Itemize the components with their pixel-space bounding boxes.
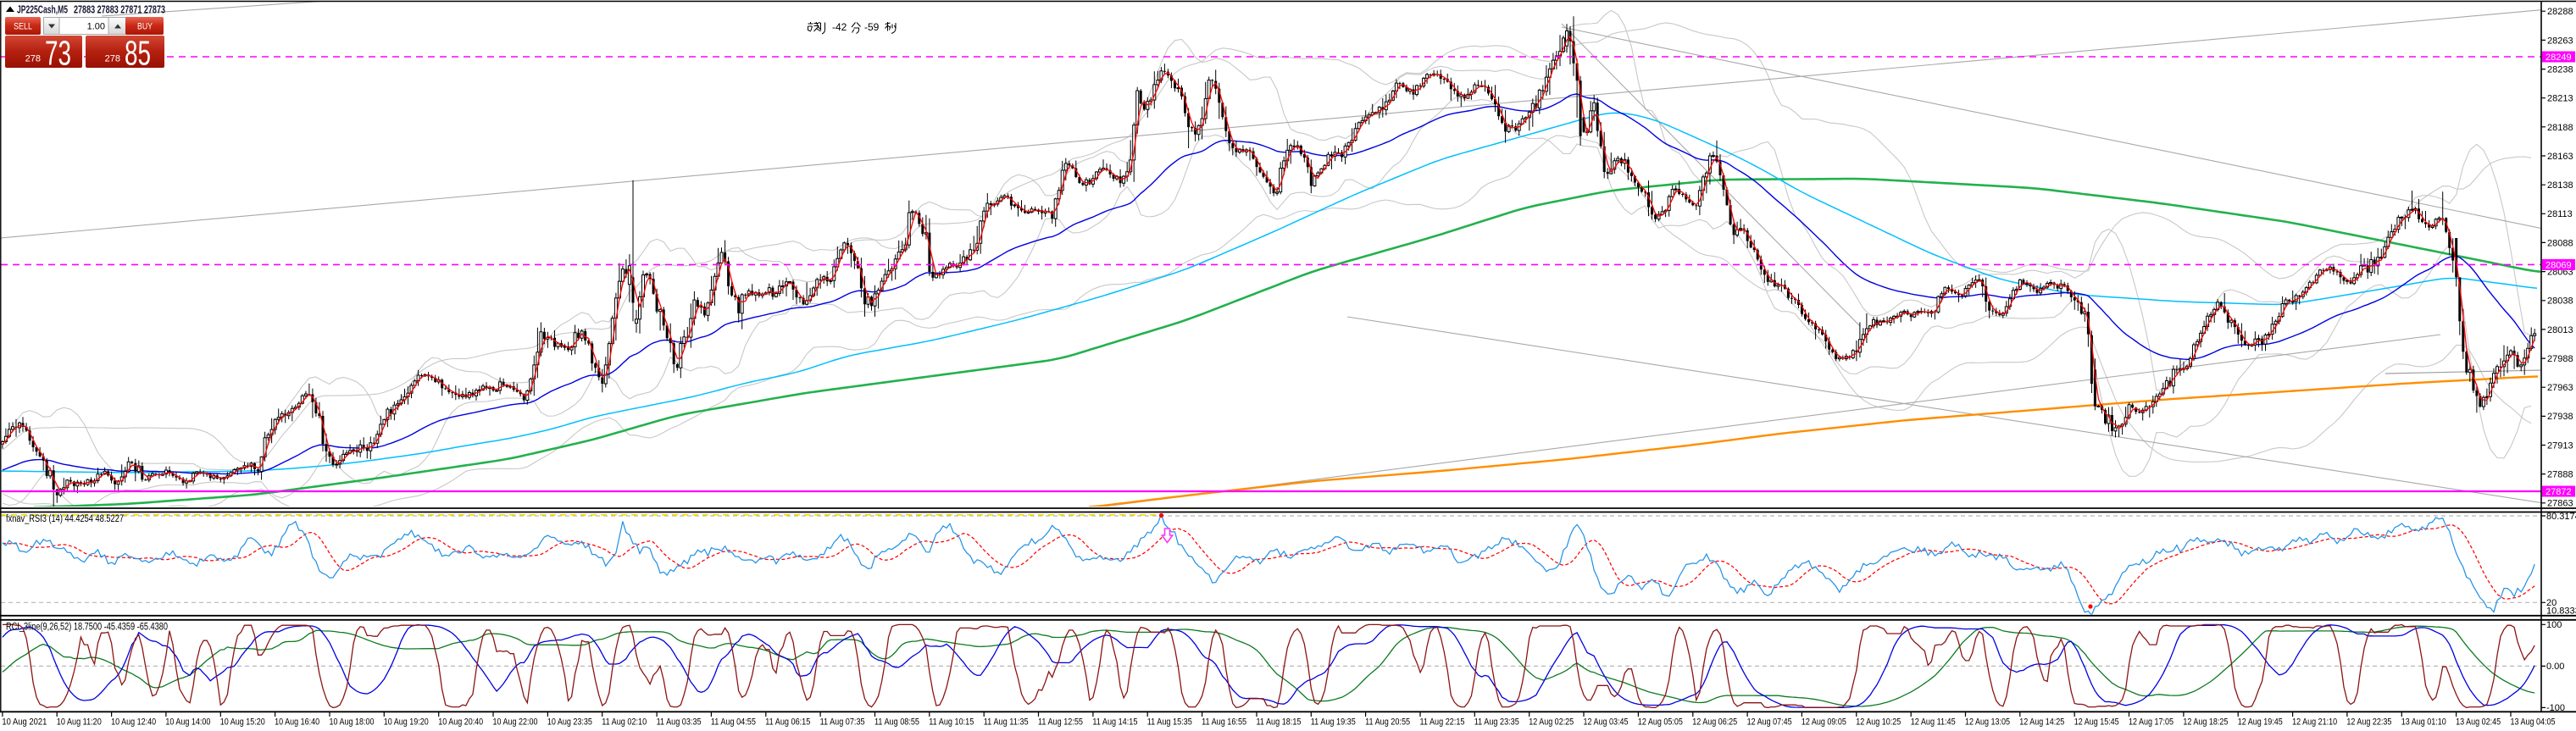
svg-text:27888: 27888 xyxy=(2547,470,2573,480)
svg-text:11 Aug 10:15: 11 Aug 10:15 xyxy=(929,717,974,728)
svg-text:278: 278 xyxy=(105,54,120,64)
svg-text:12 Aug 06:25: 12 Aug 06:25 xyxy=(1692,717,1737,728)
svg-text:SELL: SELL xyxy=(14,22,32,32)
svg-text:10 Aug 23:35: 10 Aug 23:35 xyxy=(547,717,592,728)
svg-text:10 Aug 20:40: 10 Aug 20:40 xyxy=(438,717,483,728)
svg-text:28038: 28038 xyxy=(2547,296,2573,307)
svg-text:28013: 28013 xyxy=(2547,325,2573,335)
svg-text:-59: -59 xyxy=(864,21,880,33)
svg-text:0.00: 0.00 xyxy=(2546,662,2564,672)
svg-text:11 Aug 16:55: 11 Aug 16:55 xyxy=(1202,717,1246,728)
svg-text:27863: 27863 xyxy=(2547,499,2573,509)
svg-text:10 Aug 12:40: 10 Aug 12:40 xyxy=(111,717,156,728)
svg-text:100: 100 xyxy=(2546,620,2562,630)
svg-text:10 Aug 15:20: 10 Aug 15:20 xyxy=(220,717,265,728)
svg-text:10.8333: 10.8333 xyxy=(2546,606,2576,616)
svg-text:JP225Cash,M5: JP225Cash,M5 xyxy=(17,4,68,16)
svg-text:10 Aug 16:40: 10 Aug 16:40 xyxy=(275,717,319,728)
svg-text:-100: -100 xyxy=(2546,703,2565,713)
svg-text:73: 73 xyxy=(45,34,71,73)
svg-text:12 Aug 09:05: 12 Aug 09:05 xyxy=(1802,717,1846,728)
svg-text:12 Aug 14:25: 12 Aug 14:25 xyxy=(2019,717,2064,728)
svg-text:28113: 28113 xyxy=(2547,209,2573,219)
svg-text:11 Aug 15:35: 11 Aug 15:35 xyxy=(1147,717,1192,728)
svg-text:12 Aug 03:45: 12 Aug 03:45 xyxy=(1584,717,1629,728)
svg-text:11 Aug 23:35: 11 Aug 23:35 xyxy=(1474,717,1519,728)
svg-text:11 Aug 02:10: 11 Aug 02:10 xyxy=(602,717,647,728)
svg-text:27913: 27913 xyxy=(2547,440,2573,451)
svg-text:11 Aug 20:55: 11 Aug 20:55 xyxy=(1365,717,1410,728)
svg-text:12 Aug 05:05: 12 Aug 05:05 xyxy=(1638,717,1683,728)
svg-text:10 Aug 18:00: 10 Aug 18:00 xyxy=(330,717,375,728)
svg-text:28069: 28069 xyxy=(2545,261,2572,271)
svg-text:11 Aug 04:55: 11 Aug 04:55 xyxy=(711,717,756,728)
svg-text:12 Aug 02:25: 12 Aug 02:25 xyxy=(1529,717,1574,728)
svg-text:-42: -42 xyxy=(832,21,847,33)
svg-text:fxnav_RSI3 (14) 44.4254 48.522: fxnav_RSI3 (14) 44.4254 48.5227 xyxy=(6,514,124,524)
svg-text:10 Aug 11:20: 10 Aug 11:20 xyxy=(57,717,102,728)
svg-text:11 Aug 22:15: 11 Aug 22:15 xyxy=(1420,717,1465,728)
svg-text:12 Aug 17:05: 12 Aug 17:05 xyxy=(2129,717,2174,728)
svg-text:28213: 28213 xyxy=(2547,94,2573,104)
svg-text:12 Aug 10:25: 12 Aug 10:25 xyxy=(1856,717,1901,728)
svg-text:11 Aug 18:15: 11 Aug 18:15 xyxy=(1257,717,1302,728)
svg-text:28088: 28088 xyxy=(2547,238,2573,248)
svg-text:27938: 27938 xyxy=(2547,412,2573,422)
svg-text:10 Aug 2021: 10 Aug 2021 xyxy=(2,717,47,728)
svg-text:11 Aug 19:35: 11 Aug 19:35 xyxy=(1311,717,1356,728)
svg-text:13 Aug 04:05: 13 Aug 04:05 xyxy=(2511,717,2556,728)
svg-text:12 Aug 22:35: 12 Aug 22:35 xyxy=(2346,717,2391,728)
svg-text:27872: 27872 xyxy=(2545,487,2572,497)
svg-text:12 Aug 15:45: 12 Aug 15:45 xyxy=(2074,717,2119,728)
svg-text:11 Aug 06:15: 11 Aug 06:15 xyxy=(765,717,810,728)
svg-text:10 Aug 22:00: 10 Aug 22:00 xyxy=(493,717,538,728)
svg-text:80.3174: 80.3174 xyxy=(2546,512,2576,522)
svg-text:12 Aug 19:45: 12 Aug 19:45 xyxy=(2238,717,2283,728)
svg-text:11 Aug 11:35: 11 Aug 11:35 xyxy=(984,717,1029,728)
svg-text:28188: 28188 xyxy=(2547,123,2573,133)
svg-text:1.00: 1.00 xyxy=(87,22,105,32)
svg-text:28288: 28288 xyxy=(2547,7,2573,17)
svg-text:28263: 28263 xyxy=(2547,36,2573,46)
svg-text:11 Aug 03:35: 11 Aug 03:35 xyxy=(657,717,702,728)
svg-text:10 Aug 14:00: 10 Aug 14:00 xyxy=(165,717,210,728)
svg-text:12 Aug 21:10: 12 Aug 21:10 xyxy=(2292,717,2337,728)
svg-text:28138: 28138 xyxy=(2547,180,2573,191)
svg-text:12 Aug 18:25: 12 Aug 18:25 xyxy=(2183,717,2228,728)
svg-text:10 Aug 19:20: 10 Aug 19:20 xyxy=(384,717,429,728)
svg-text:28238: 28238 xyxy=(2547,65,2573,75)
svg-text:27963: 27963 xyxy=(2547,383,2573,393)
svg-text:28249: 28249 xyxy=(2545,53,2572,63)
svg-text:RCI_3line(9,26,52) 18.7500 -45: RCI_3line(9,26,52) 18.7500 -45.4359 -65.… xyxy=(6,623,168,633)
svg-text:11 Aug 14:15: 11 Aug 14:15 xyxy=(1092,717,1137,728)
svg-text:11 Aug 12:55: 11 Aug 12:55 xyxy=(1038,717,1083,728)
svg-text:11 Aug 08:55: 11 Aug 08:55 xyxy=(874,717,919,728)
svg-text:11 Aug 07:35: 11 Aug 07:35 xyxy=(820,717,865,728)
svg-text:85: 85 xyxy=(125,34,151,73)
svg-text:12 Aug 13:05: 12 Aug 13:05 xyxy=(1965,717,2010,728)
svg-text:13 Aug 02:45: 13 Aug 02:45 xyxy=(2456,717,2501,728)
svg-text:12 Aug 07:45: 12 Aug 07:45 xyxy=(1747,717,1792,728)
svg-text:27988: 27988 xyxy=(2547,354,2573,364)
svg-text:28163: 28163 xyxy=(2547,152,2573,162)
svg-text:27883 27883 27871 27873: 27883 27883 27871 27873 xyxy=(74,4,165,16)
svg-text:20: 20 xyxy=(2546,598,2557,608)
svg-text:12 Aug 11:45: 12 Aug 11:45 xyxy=(1911,717,1956,728)
svg-text:BUY: BUY xyxy=(137,22,153,32)
svg-text:13 Aug 01:10: 13 Aug 01:10 xyxy=(2401,717,2446,728)
svg-text:278: 278 xyxy=(25,54,41,64)
